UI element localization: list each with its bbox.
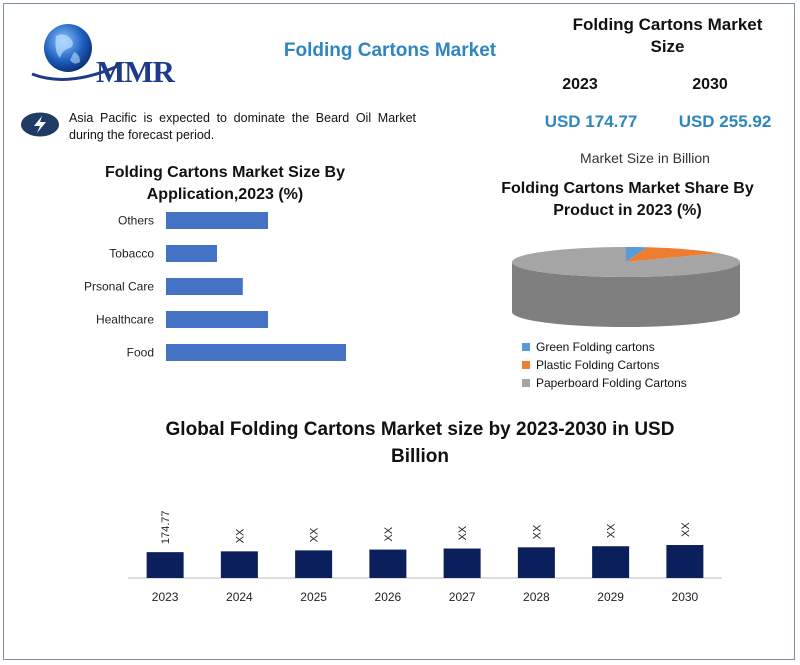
legend-item: Plastic Folding Cartons <box>522 356 687 374</box>
product-pie-chart <box>511 247 740 327</box>
data-label: XX <box>234 528 246 543</box>
year-bar <box>666 545 704 578</box>
year-tick-label: 2023 <box>152 590 179 604</box>
application-bar <box>166 212 268 229</box>
category-label: Prsonal Care <box>84 280 154 294</box>
pie-side <box>512 262 740 327</box>
legend-label: Green Folding cartons <box>536 340 655 354</box>
year-tick-label: 2027 <box>449 590 476 604</box>
category-label: Others <box>118 214 154 228</box>
market-size-title: Folding Cartons Market Size <box>572 15 763 56</box>
year-bar <box>592 546 630 578</box>
data-label: XX <box>309 527 321 542</box>
application-bar <box>166 278 243 295</box>
data-label: XX <box>457 525 469 540</box>
page-title: Folding Cartons Market <box>283 40 497 61</box>
note-text: Asia Pacific is expected to dominate the… <box>69 111 416 142</box>
data-label: XX <box>606 523 618 538</box>
year-tick-label: 2028 <box>523 590 550 604</box>
year-bar <box>220 551 258 578</box>
legend-swatch <box>522 343 530 351</box>
year-bar <box>443 548 481 578</box>
pie-slice <box>626 247 648 262</box>
legend-label: Plastic Folding Cartons <box>536 358 660 372</box>
year-2030-label: 2030 <box>692 76 728 93</box>
legend-item: Green Folding cartons <box>522 338 687 356</box>
data-label: XX <box>531 524 543 539</box>
year-tick-label: 2026 <box>375 590 402 604</box>
lightning-icon <box>20 112 60 137</box>
year-tick-label: 2025 <box>300 590 327 604</box>
category-label: Food <box>127 346 154 360</box>
global-bar-chart: 2023 174.77 2024 XX 2025 XX 2026 XX 2027 XX 2028 XX… <box>128 510 722 604</box>
page-frame <box>3 3 795 660</box>
data-label: 174.77 <box>160 510 172 544</box>
application-bar <box>166 344 346 361</box>
globe-icon <box>31 24 119 81</box>
legend-swatch <box>522 379 530 387</box>
unit-note: Market Size in Billion <box>580 150 710 166</box>
category-label: Tobacco <box>109 247 154 261</box>
application-chart-title: Folding Cartons Market Size By Applicati… <box>104 164 346 203</box>
pie-slice <box>626 247 719 262</box>
year-bar <box>517 547 555 578</box>
logo-text: MMR <box>96 54 175 89</box>
year-tick-label: 2029 <box>597 590 624 604</box>
data-label: XX <box>383 526 395 541</box>
legend-item: Paperboard Folding Cartons <box>522 374 687 392</box>
year-2023-label: 2023 <box>562 76 598 93</box>
year-bar <box>369 549 407 578</box>
year-tick-label: 2024 <box>226 590 253 604</box>
application-bar <box>166 311 268 328</box>
pie-chart-title: Folding Cartons Market Share By Product … <box>501 180 754 219</box>
legend-swatch <box>522 361 530 369</box>
application-bar <box>166 245 217 262</box>
value-2030: USD 255.92 <box>678 112 772 131</box>
value-2023: USD 174.77 <box>544 112 638 131</box>
data-label: XX <box>680 522 692 537</box>
category-label: Healthcare <box>96 313 154 327</box>
year-bar <box>295 550 333 578</box>
application-bar-chart: Others Tobacco Prsonal Care Healthcare Food <box>84 212 346 361</box>
pie-legend: Green Folding cartons Plastic Folding Ca… <box>522 338 687 392</box>
legend-label: Paperboard Folding Cartons <box>536 376 687 390</box>
mmr-logo: MMR <box>28 18 188 89</box>
pie-slice <box>511 247 740 277</box>
global-chart-title: Global Folding Cartons Market size by 20… <box>165 419 675 467</box>
year-tick-label: 2030 <box>672 590 699 604</box>
year-bar <box>146 552 184 578</box>
